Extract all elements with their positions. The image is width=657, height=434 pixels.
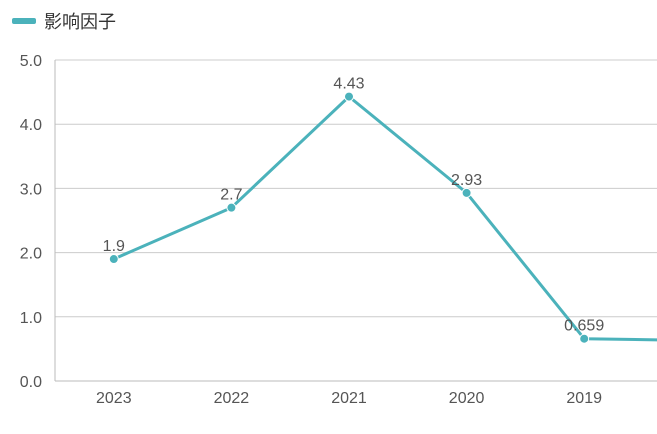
gridlines xyxy=(55,59,657,318)
data-label: 2.93 xyxy=(451,172,482,189)
data-points xyxy=(108,91,590,344)
data-label: 4.43 xyxy=(333,76,364,93)
data-label: 0.659 xyxy=(564,318,604,335)
x-tick-label: 2020 xyxy=(449,390,485,407)
data-point[interactable] xyxy=(461,187,472,198)
x-axis-tick-labels: 2023 2022 2021 2020 2019 xyxy=(96,390,602,407)
y-axis-tick-labels: 0.0 1.0 2.0 3.0 4.0 5.0 xyxy=(20,53,42,391)
legend-label: 影响因子 xyxy=(44,12,116,33)
y-tick-label: 1.0 xyxy=(20,310,42,327)
series-line xyxy=(112,95,657,342)
data-point[interactable] xyxy=(108,254,119,265)
y-tick-label: 5.0 xyxy=(20,53,42,70)
data-point[interactable] xyxy=(226,202,237,213)
data-labels: 1.9 2.7 4.43 2.93 0.659 xyxy=(103,76,605,335)
x-tick-label: 2022 xyxy=(214,390,250,407)
legend-swatch-icon xyxy=(12,18,36,24)
x-tick-label: 2019 xyxy=(566,390,602,407)
series-path xyxy=(112,95,657,342)
axes xyxy=(54,60,657,382)
y-tick-label: 0.0 xyxy=(20,374,42,391)
x-tick-label: 2021 xyxy=(331,390,367,407)
y-tick-label: 4.0 xyxy=(20,117,42,134)
data-label: 2.7 xyxy=(220,187,242,204)
x-tick-label: 2023 xyxy=(96,390,132,407)
data-label: 1.9 xyxy=(103,238,125,255)
y-tick-label: 2.0 xyxy=(20,246,42,263)
data-point[interactable] xyxy=(344,91,354,102)
data-point[interactable] xyxy=(579,333,590,344)
y-tick-label: 3.0 xyxy=(20,181,42,198)
legend[interactable]: 影响因子 xyxy=(12,8,116,34)
